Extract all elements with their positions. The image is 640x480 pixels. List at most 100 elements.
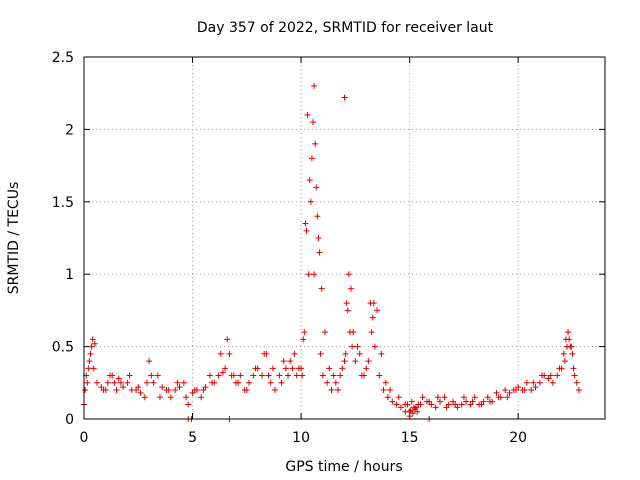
data-point [180, 379, 187, 386]
data-point [287, 358, 294, 365]
data-point [356, 350, 363, 357]
data-point [406, 413, 413, 420]
data-point [484, 394, 491, 401]
data-point [556, 365, 563, 372]
x-tick-label: 15 [401, 430, 419, 446]
data-point [382, 379, 389, 386]
data-point [568, 343, 575, 350]
data-point [301, 329, 308, 336]
data-point [339, 365, 346, 372]
data-point [570, 365, 577, 372]
data-point [154, 372, 161, 379]
data-point [272, 387, 279, 394]
data-point [86, 358, 93, 365]
y-tick-label: 2 [65, 122, 74, 138]
data-point [376, 372, 383, 379]
data-point [150, 379, 157, 386]
data-point [352, 358, 359, 365]
data-point [460, 394, 467, 401]
data-point [206, 372, 213, 379]
data-point [384, 394, 391, 401]
x-tick-label: 5 [188, 430, 197, 446]
data-point [328, 387, 335, 394]
data-point [348, 285, 355, 292]
data-point [341, 94, 348, 101]
data-point [304, 111, 311, 118]
data-point [349, 343, 356, 350]
data-point [87, 350, 94, 357]
data-point [299, 372, 306, 379]
data-point [300, 336, 307, 343]
data-point [395, 394, 402, 401]
data-point [303, 227, 310, 234]
plot-frame [83, 56, 606, 420]
data-point [575, 387, 582, 394]
data-point [143, 379, 150, 386]
data-point [289, 365, 296, 372]
data-point [302, 220, 309, 227]
data-point [346, 329, 353, 336]
data-point [523, 379, 530, 386]
data-point [185, 401, 192, 408]
x-tick-label: 20 [509, 430, 527, 446]
data-point [126, 372, 133, 379]
data-point [305, 271, 312, 278]
data-point [314, 213, 321, 220]
data-point [124, 379, 131, 386]
data-point [565, 329, 572, 336]
data-point [334, 387, 341, 394]
data-point [311, 271, 318, 278]
x-tick-label: 10 [292, 430, 310, 446]
data-point [174, 379, 181, 386]
data-point [469, 398, 476, 405]
data-point [397, 404, 404, 411]
data-point [532, 384, 539, 391]
data-point [295, 365, 302, 372]
data-point [561, 358, 568, 365]
data-point [219, 369, 226, 376]
data-point [120, 384, 127, 391]
data-point [278, 379, 285, 386]
data-point [308, 155, 315, 162]
data-point [378, 350, 385, 357]
data-point [337, 372, 344, 379]
data-point [165, 387, 172, 394]
data-point [326, 365, 333, 372]
data-point [437, 398, 444, 405]
data-point [539, 372, 546, 379]
data-point [321, 329, 328, 336]
data-point [345, 271, 352, 278]
data-point [90, 365, 97, 372]
data-point [432, 404, 439, 411]
data-point [506, 389, 513, 396]
data-point [191, 387, 198, 394]
data-point [226, 350, 233, 357]
x-tick-label: 0 [80, 430, 89, 446]
data-point [91, 340, 98, 347]
data-points [81, 82, 582, 422]
data-point [417, 401, 424, 408]
data-point [374, 307, 381, 314]
data-point [342, 350, 349, 357]
data-point [94, 379, 101, 386]
data-point [504, 394, 511, 401]
data-point [115, 375, 122, 382]
data-point [463, 398, 470, 405]
data-point [528, 387, 535, 394]
data-point [324, 379, 331, 386]
data-point [148, 372, 155, 379]
data-point [261, 350, 268, 357]
data-point [318, 285, 325, 292]
data-point [402, 408, 409, 415]
data-point [183, 394, 190, 401]
data-point [569, 350, 576, 357]
data-point [370, 300, 377, 307]
data-point [291, 350, 298, 357]
data-point [365, 358, 372, 365]
data-point [354, 343, 361, 350]
data-point [549, 379, 556, 386]
data-point [293, 372, 300, 379]
data-point [361, 372, 368, 379]
data-point [387, 387, 394, 394]
data-point [441, 394, 448, 401]
